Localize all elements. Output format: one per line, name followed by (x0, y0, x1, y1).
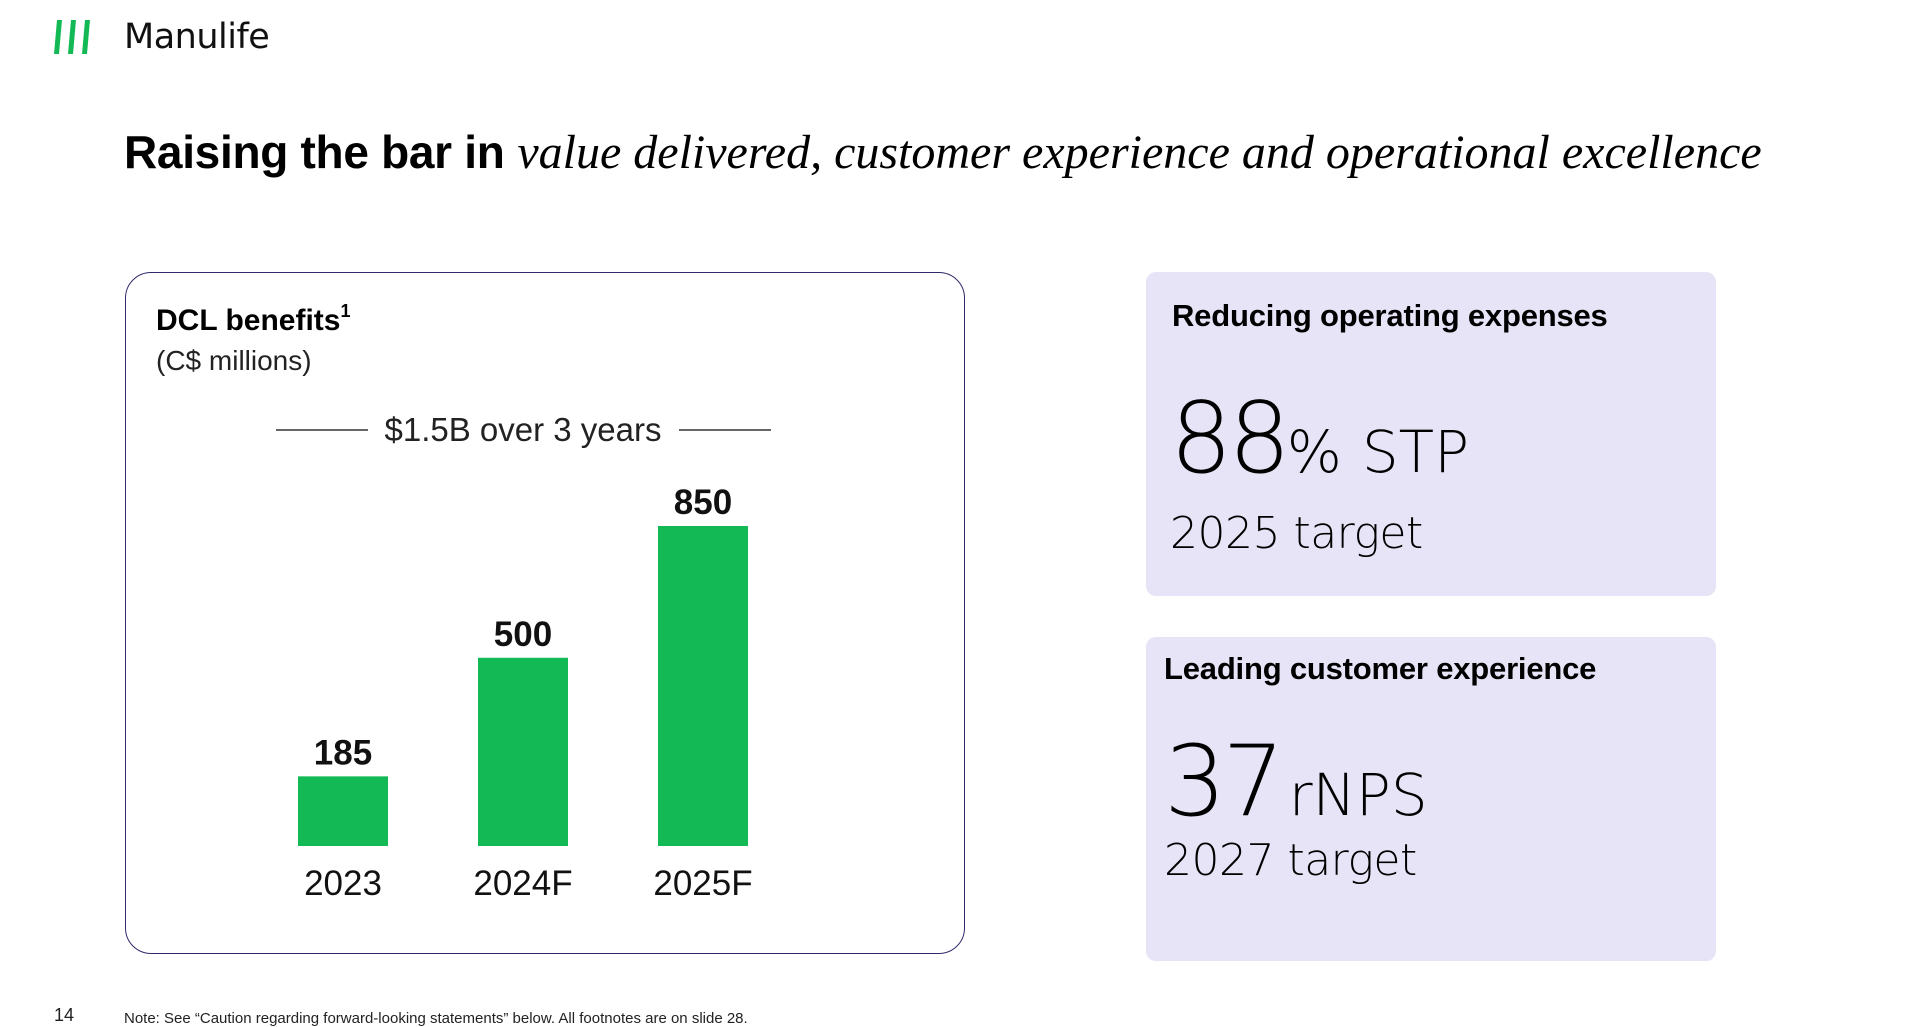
kpi-suffix: STP (1361, 418, 1470, 486)
slide-title: Raising the bar in value delivered, cust… (124, 122, 1762, 183)
bar-2024F (478, 657, 568, 846)
kpi-target: 2027 target (1164, 835, 1417, 886)
data-label-2024F: 500 (494, 615, 552, 654)
kpi-card-customer-experience: Leading customer experience 37 rNPS 2027 … (1146, 637, 1716, 961)
data-label-2023: 185 (314, 733, 372, 772)
bar-2023 (298, 776, 388, 846)
slide-title-italic: value delivered, customer experience and… (517, 126, 1762, 179)
chart-title-text: DCL benefits (156, 304, 341, 337)
category-label-2023: 2023 (304, 864, 382, 903)
category-label-2024F: 2024F (473, 864, 572, 903)
kpi-value: 88 (1170, 382, 1291, 496)
data-label-2025F: 850 (674, 483, 732, 522)
kpi-heading: Reducing operating expenses (1172, 298, 1608, 333)
kpi-value: 37 (1164, 725, 1285, 839)
chart-subtitle: (C$ millions) (156, 345, 312, 376)
kpi-heading: Leading customer experience (1164, 651, 1597, 686)
footnote: Note: See “Caution regarding forward-loo… (124, 1010, 748, 1027)
manulife-stripes-icon (54, 20, 90, 54)
bar-group: 185 2023 500 2024F 850 2025F (298, 483, 753, 903)
bar-chart: $1.5B over 3 years 185 2023 500 2024F 850 202… (276, 411, 771, 903)
kpi-unit: % (1286, 418, 1342, 486)
kpi-value-row: 88% STP (1170, 390, 1469, 488)
bar-2025F (658, 526, 748, 846)
kpi-value-row: 37 rNPS (1164, 733, 1428, 831)
kpi-target: 2025 target (1170, 508, 1423, 559)
category-label-2025F: 2025F (653, 864, 752, 903)
chart-title: DCL benefits1 (156, 301, 351, 338)
kpi-card-operating-expenses: Reducing operating expenses 88% STP 2025 … (1146, 272, 1716, 596)
brand-name: Manulife (124, 17, 270, 57)
dcl-benefits-card: DCL benefits1 (C$ millions) $1.5B over 3… (125, 272, 965, 954)
chart-title-footnote: 1 (340, 301, 351, 321)
span-label: $1.5B over 3 years (385, 411, 662, 448)
page-number: 14 (54, 1005, 75, 1025)
brand-logo: Manulife (54, 12, 270, 62)
kpi-suffix: rNPS (1288, 761, 1428, 829)
slide-title-bold: Raising the bar in (124, 126, 505, 178)
